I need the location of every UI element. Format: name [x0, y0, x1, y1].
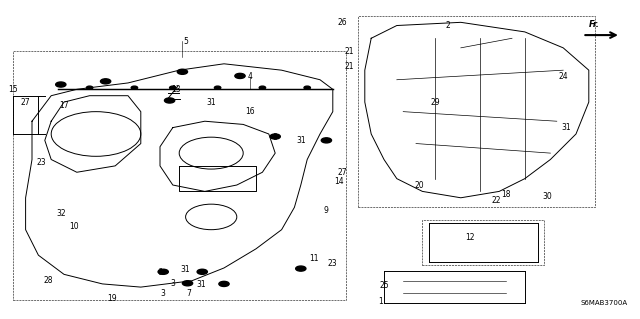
Text: 26: 26	[337, 18, 348, 27]
Text: 18: 18	[501, 190, 510, 199]
Circle shape	[164, 98, 175, 103]
Text: 2: 2	[445, 21, 451, 30]
Text: 13: 13	[171, 85, 181, 94]
Text: 27: 27	[337, 168, 348, 177]
Circle shape	[235, 73, 245, 78]
Text: S6MAB3700A: S6MAB3700A	[580, 300, 627, 306]
Text: 27: 27	[20, 98, 31, 107]
Circle shape	[270, 134, 280, 139]
Text: 17: 17	[59, 101, 69, 110]
Circle shape	[56, 82, 66, 87]
Circle shape	[197, 269, 207, 274]
Text: 16: 16	[244, 107, 255, 116]
Text: 31: 31	[180, 265, 191, 274]
Text: 31: 31	[206, 98, 216, 107]
Circle shape	[296, 266, 306, 271]
Text: 8: 8	[273, 133, 278, 142]
Text: 6: 6	[157, 268, 163, 277]
Text: 28: 28	[44, 276, 52, 285]
Circle shape	[214, 86, 221, 89]
Text: 25: 25	[379, 281, 389, 290]
Text: 20: 20	[414, 181, 424, 189]
Text: 14: 14	[334, 177, 344, 186]
Circle shape	[131, 86, 138, 89]
Circle shape	[219, 281, 229, 286]
Text: 1: 1	[378, 297, 383, 306]
Text: 9: 9	[324, 206, 329, 215]
Circle shape	[259, 86, 266, 89]
Text: 31: 31	[561, 123, 572, 132]
Text: Fr.: Fr.	[589, 20, 600, 29]
Circle shape	[86, 86, 93, 89]
Text: 5: 5	[183, 37, 188, 46]
Text: 22: 22	[492, 197, 500, 205]
Text: 15: 15	[8, 85, 18, 94]
Text: 12: 12	[466, 233, 475, 242]
Text: 32: 32	[56, 209, 66, 218]
Circle shape	[158, 269, 168, 274]
Text: 10: 10	[68, 222, 79, 231]
Text: 21: 21	[344, 63, 353, 71]
Text: 30: 30	[542, 192, 552, 201]
Text: 7: 7	[186, 289, 191, 298]
Circle shape	[182, 281, 193, 286]
Text: 23: 23	[328, 259, 338, 268]
Text: 31: 31	[196, 280, 207, 289]
Text: 29: 29	[430, 98, 440, 107]
Text: 21: 21	[344, 47, 353, 56]
Text: 11: 11	[309, 254, 318, 263]
Circle shape	[100, 79, 111, 84]
Circle shape	[321, 138, 332, 143]
Circle shape	[170, 86, 176, 89]
Text: 19: 19	[107, 294, 117, 303]
Text: 24: 24	[558, 72, 568, 81]
Circle shape	[177, 69, 188, 74]
Text: 31: 31	[296, 136, 306, 145]
Text: 4: 4	[247, 72, 252, 81]
Text: 3: 3	[170, 279, 175, 288]
Text: 23: 23	[36, 158, 47, 167]
Text: 3: 3	[161, 289, 166, 298]
Circle shape	[304, 86, 310, 89]
